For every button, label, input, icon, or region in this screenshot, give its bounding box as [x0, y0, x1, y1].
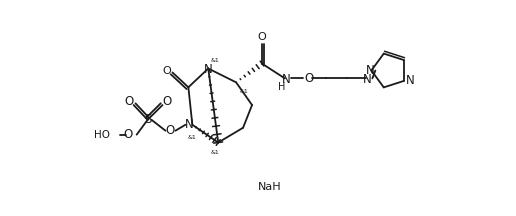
Text: NaH: NaH: [258, 182, 282, 192]
Text: O: O: [166, 124, 175, 137]
Text: N: N: [281, 73, 290, 86]
Text: N: N: [185, 118, 194, 131]
Text: O: O: [163, 95, 172, 108]
Text: N: N: [204, 63, 213, 76]
Text: N: N: [363, 73, 372, 86]
Text: O: O: [304, 72, 313, 85]
Text: O: O: [123, 128, 132, 141]
Text: H: H: [278, 82, 285, 92]
Text: &1: &1: [210, 58, 219, 63]
Text: N: N: [366, 64, 375, 77]
Text: HO: HO: [94, 130, 110, 140]
Text: &1: &1: [210, 150, 219, 155]
Text: O: O: [162, 67, 171, 76]
Text: &1: &1: [240, 89, 249, 94]
Text: N: N: [406, 75, 414, 87]
Text: O: O: [124, 95, 133, 108]
Text: O: O: [257, 32, 266, 42]
Text: &1: &1: [187, 135, 196, 140]
Text: S: S: [144, 113, 151, 126]
